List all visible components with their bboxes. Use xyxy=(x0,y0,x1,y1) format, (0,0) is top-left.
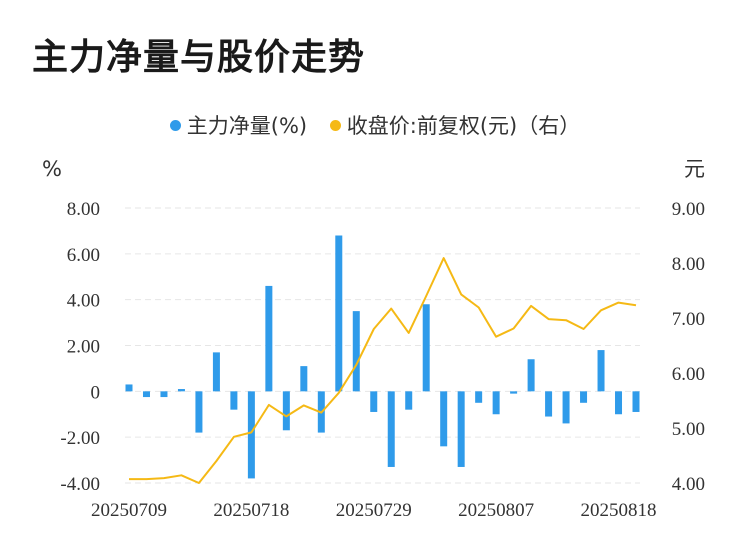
left-axis-unit: % xyxy=(42,157,62,181)
bar xyxy=(597,350,605,392)
legend-label-close-price: 收盘价:前复权(元)（右） xyxy=(346,114,581,138)
bar xyxy=(265,285,273,392)
x-axis-ticks: 20250709 20250718 20250729 20250807 20250818 xyxy=(91,500,657,521)
line-series xyxy=(129,257,637,484)
bar xyxy=(632,391,640,412)
bar xyxy=(545,391,553,417)
bar xyxy=(370,391,378,412)
bar-series xyxy=(125,235,640,479)
bar xyxy=(142,391,150,398)
legend: 主力净量(%) 收盘价:前复权(元)（右） xyxy=(0,110,750,140)
left-axis-ticks: 8.00 6.00 4.00 2.00 0 -2.00 -4.00 xyxy=(60,199,100,495)
bar xyxy=(527,359,535,392)
right-tick-label: 6.00 xyxy=(672,364,705,385)
bar xyxy=(160,391,168,398)
left-tick-label: 6.00 xyxy=(67,245,100,266)
x-tick-label: 20250807 xyxy=(458,500,534,521)
price-line xyxy=(129,257,637,484)
right-axis-unit: 元 xyxy=(684,157,705,181)
bar xyxy=(212,352,220,392)
left-tick-label: 2.00 xyxy=(67,337,100,358)
bar xyxy=(125,384,133,392)
bar xyxy=(562,391,570,424)
bar xyxy=(195,391,203,433)
bar xyxy=(247,391,255,479)
right-axis-ticks: 9.00 8.00 7.00 6.00 5.00 4.00 xyxy=(672,199,705,495)
right-tick-label: 7.00 xyxy=(672,309,705,330)
legend-dot-blue xyxy=(169,119,181,131)
bar xyxy=(510,391,518,394)
right-tick-label: 5.00 xyxy=(672,419,705,440)
bar xyxy=(475,391,483,403)
right-tick-label: 9.00 xyxy=(672,199,705,220)
bar xyxy=(440,391,448,447)
bar xyxy=(282,391,290,431)
left-tick-label: 8.00 xyxy=(67,199,100,220)
legend-dot-yellow xyxy=(329,119,341,131)
right-tick-label: 8.00 xyxy=(672,254,705,275)
x-tick-label: 20250709 xyxy=(91,500,167,521)
bar xyxy=(422,304,430,392)
left-tick-label: -2.00 xyxy=(60,428,100,449)
bar xyxy=(335,235,343,392)
bar xyxy=(615,391,623,415)
left-tick-label: 4.00 xyxy=(67,291,100,312)
bar xyxy=(580,391,588,403)
left-tick-label: 0 xyxy=(91,382,101,403)
gridlines xyxy=(125,207,640,484)
bar xyxy=(300,366,308,392)
legend-label-net-volume: 主力净量(%) xyxy=(186,114,308,138)
bar xyxy=(230,391,238,410)
bar xyxy=(352,311,360,392)
bar xyxy=(405,391,413,410)
bar xyxy=(457,391,465,467)
right-tick-label: 4.00 xyxy=(672,474,705,495)
bar xyxy=(387,391,395,467)
x-tick-label: 20250729 xyxy=(336,500,412,521)
legend-item-close-price[interactable]: 收盘价:前复权(元)（右） xyxy=(329,110,581,140)
x-tick-label: 20250718 xyxy=(213,500,289,521)
bar xyxy=(177,389,185,392)
legend-item-net-volume[interactable]: 主力净量(%) xyxy=(169,110,308,140)
chart-title: 主力净量与股价走势 xyxy=(32,37,366,78)
bar xyxy=(492,391,500,415)
left-tick-label: -4.00 xyxy=(60,474,100,495)
x-tick-label: 20250818 xyxy=(581,500,657,521)
